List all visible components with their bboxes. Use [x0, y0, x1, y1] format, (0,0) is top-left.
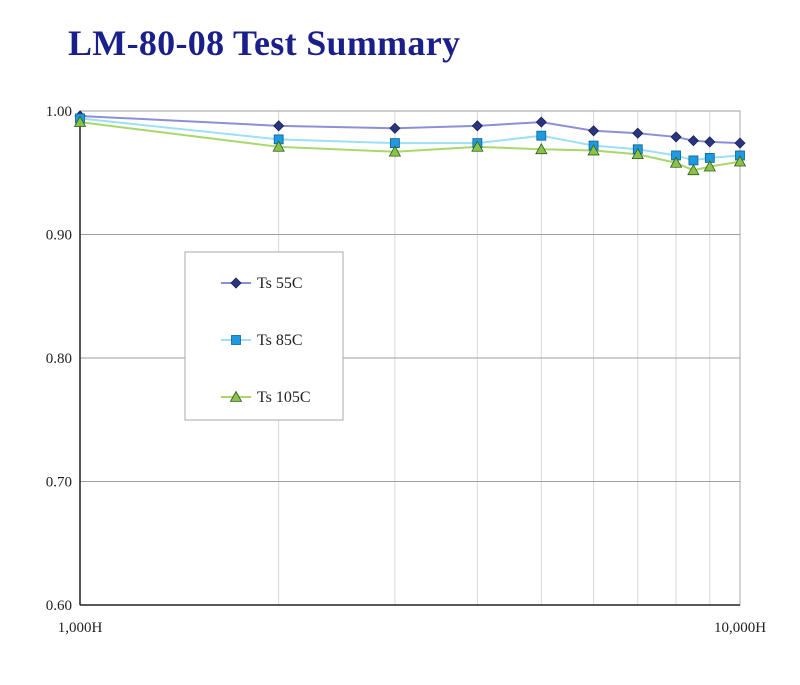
y-tick-label: 0.70 — [46, 475, 72, 491]
x-tick-label: 1,000H — [58, 620, 103, 636]
chart-title: LM-80-08 Test Summary — [68, 23, 461, 63]
legend-label: Ts 55C — [257, 275, 303, 292]
data-point — [687, 163, 700, 176]
data-point — [588, 125, 600, 137]
data-point — [631, 147, 644, 160]
data-point — [669, 156, 683, 168]
y-tick-label: 0.90 — [46, 228, 72, 244]
axes — [79, 111, 740, 606]
legend-label: Ts 105C — [257, 389, 311, 406]
series-group — [73, 110, 747, 176]
data-point — [536, 130, 547, 141]
legend-marker — [229, 390, 243, 402]
data-point — [734, 137, 746, 149]
data-point — [73, 115, 87, 127]
data-point — [273, 120, 285, 132]
y-tick-label: 0.60 — [46, 598, 72, 614]
legend-marker — [230, 277, 242, 289]
data-point — [388, 145, 402, 157]
y-tick-label: 1.00 — [46, 104, 72, 120]
legend-box — [184, 251, 344, 421]
data-point — [389, 122, 401, 134]
x-tick-label: 10,000H — [714, 620, 766, 636]
legend-label: Ts 85C — [257, 332, 303, 349]
data-point — [535, 116, 547, 128]
data-point — [471, 140, 484, 152]
data-point — [632, 127, 644, 139]
tick-labels: 0.60 0.70 0.80 0.90 1.00 1,000H 10,000H — [46, 104, 766, 636]
data-point — [471, 120, 483, 132]
data-point — [703, 160, 716, 172]
grid — [79, 110, 741, 606]
data-point — [535, 142, 548, 155]
data-point — [704, 136, 716, 148]
data-point — [587, 144, 600, 156]
data-point — [688, 155, 699, 166]
legend-marker — [231, 335, 241, 345]
y-tick-label: 0.80 — [46, 351, 72, 367]
data-point — [272, 140, 285, 152]
legend: Ts 55C Ts 85C Ts 105C — [184, 251, 344, 421]
data-point — [670, 131, 682, 143]
data-point — [733, 155, 747, 167]
data-point — [687, 135, 699, 147]
